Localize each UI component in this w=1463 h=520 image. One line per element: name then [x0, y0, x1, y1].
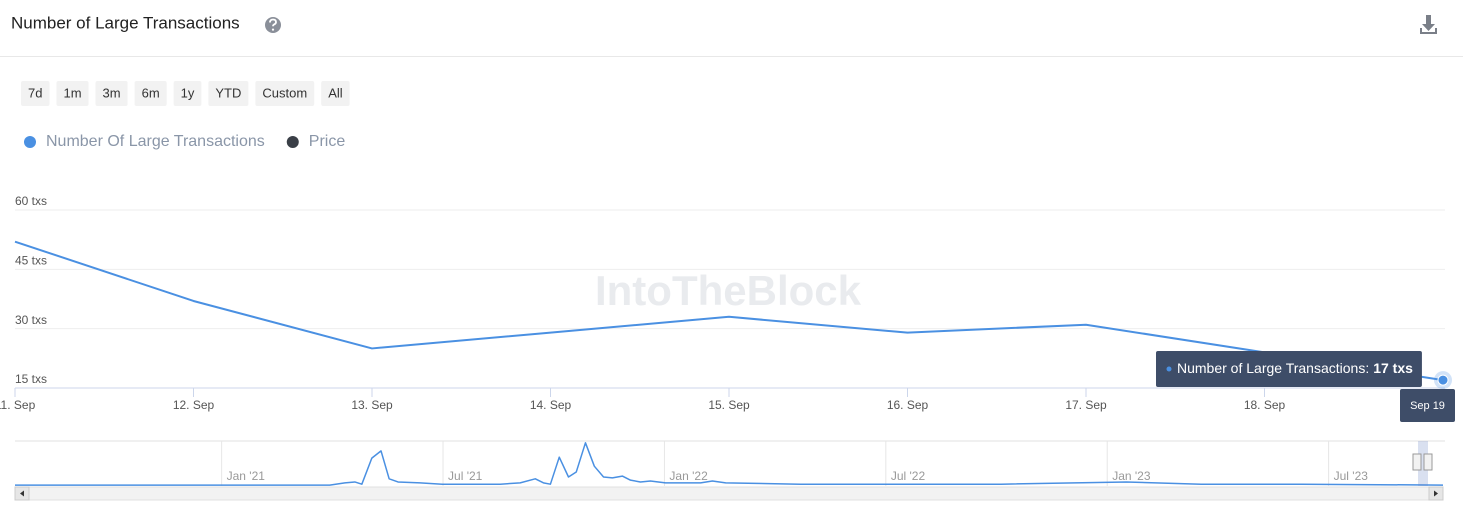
button-label: All: [328, 85, 343, 100]
overlay: Number of Large Transactions: 17 txs Sep 1…: [1156, 351, 1455, 422]
button-bg: [21, 81, 50, 106]
button-bg: [134, 81, 167, 106]
button-bg: [56, 81, 89, 106]
button-label: Custom: [262, 85, 307, 100]
legend: Number Of Large Transactions Price: [24, 133, 345, 150]
navigator-tick-label: Jan '22: [669, 469, 708, 483]
tooltip: Number of Large Transactions: 17 txs: [1156, 351, 1422, 387]
y-tick-label: 60 txs: [15, 194, 47, 208]
navigator-line: [15, 442, 1444, 486]
navigator-tick-label: Jan '23: [1112, 469, 1151, 483]
tooltip-marker: [1166, 366, 1172, 372]
navigator-tick-label: Jan '21: [227, 469, 266, 483]
x-tick-label: 17. Sep: [1065, 398, 1107, 412]
button-label: YTD: [215, 85, 241, 100]
legend-marker: [24, 136, 36, 148]
button-bg: [95, 81, 128, 106]
button-bg: [208, 81, 249, 106]
button-bg: [255, 81, 315, 106]
range-button[interactable]: 7d: [21, 81, 50, 106]
handle-body: [1423, 453, 1433, 471]
button-label: 1y: [181, 85, 195, 100]
range-button[interactable]: 1m: [56, 81, 89, 106]
help-icon[interactable]: [265, 17, 281, 33]
widget-title: Number of Large Transactions: [11, 13, 240, 32]
x-tick-label: 15. Sep: [708, 398, 750, 412]
scrollbar[interactable]: [14, 486, 1444, 501]
navigator-handle[interactable]: [1412, 453, 1433, 471]
navigator-window: [1418, 441, 1428, 486]
date-label-bg: [1400, 389, 1455, 422]
range-buttons: 7d 1m 3m 6m 1y YTD Custom All: [21, 81, 350, 106]
tooltip-value: 17 txs: [1373, 360, 1413, 376]
button-bg: [321, 81, 350, 106]
legend-label[interactable]: Number Of Large Transactions: [46, 133, 265, 150]
watermark: IntoTheBlock: [595, 267, 862, 314]
range-button[interactable]: YTD: [208, 81, 249, 106]
x-tick-label: 14. Sep: [530, 398, 572, 412]
x-tick-label: 18. Sep: [1244, 398, 1286, 412]
date-label: Sep 19: [1410, 400, 1445, 412]
button-bg: [173, 81, 202, 106]
tooltip-text: Number of Large Transactions: 17 txs: [1177, 360, 1413, 376]
navigator-tick-label: Jul '23: [1334, 469, 1369, 483]
x-tick-label: 12. Sep: [173, 398, 215, 412]
handle-body: [1412, 453, 1422, 471]
main-plot: 15 txs 30 txs 45 txs 60 txs 11. Sep 12. Sep 13…: [0, 194, 1445, 412]
button-label: 7d: [28, 85, 42, 100]
button-label: 3m: [103, 85, 121, 100]
range-button[interactable]: 3m: [95, 81, 128, 106]
button-label: 6m: [142, 85, 160, 100]
range-button[interactable]: 6m: [134, 81, 167, 106]
y-tick-label: 30 txs: [15, 313, 47, 327]
legend-marker: [286, 136, 299, 148]
x-tick-label: 11. Sep: [0, 398, 36, 412]
legend-label[interactable]: Price: [309, 133, 346, 150]
y-tick-label: 15 txs: [15, 372, 47, 386]
range-button[interactable]: Custom: [255, 81, 315, 106]
range-button[interactable]: 1y: [173, 81, 202, 106]
navigator-tick-label: Jul '22: [891, 469, 926, 483]
button-label: 1m: [63, 85, 81, 100]
x-tick-label: 13. Sep: [351, 398, 393, 412]
hover-marker: [1437, 374, 1449, 386]
navigator: Jan '21 Jul '21 Jan '22 Jul '22 Jan '23 Jul '…: [15, 440, 1445, 486]
tooltip-series: Number of Large Transactions:: [1177, 360, 1369, 376]
navigator-tick-label: Jul '21: [448, 469, 483, 483]
x-tick-label: 16. Sep: [887, 398, 929, 412]
y-tick-label: 45 txs: [15, 254, 47, 268]
data-line: [14, 240, 1444, 382]
range-button[interactable]: All: [321, 81, 350, 106]
download-icon[interactable]: [1420, 15, 1437, 34]
tooltip-bg: [1156, 351, 1422, 387]
